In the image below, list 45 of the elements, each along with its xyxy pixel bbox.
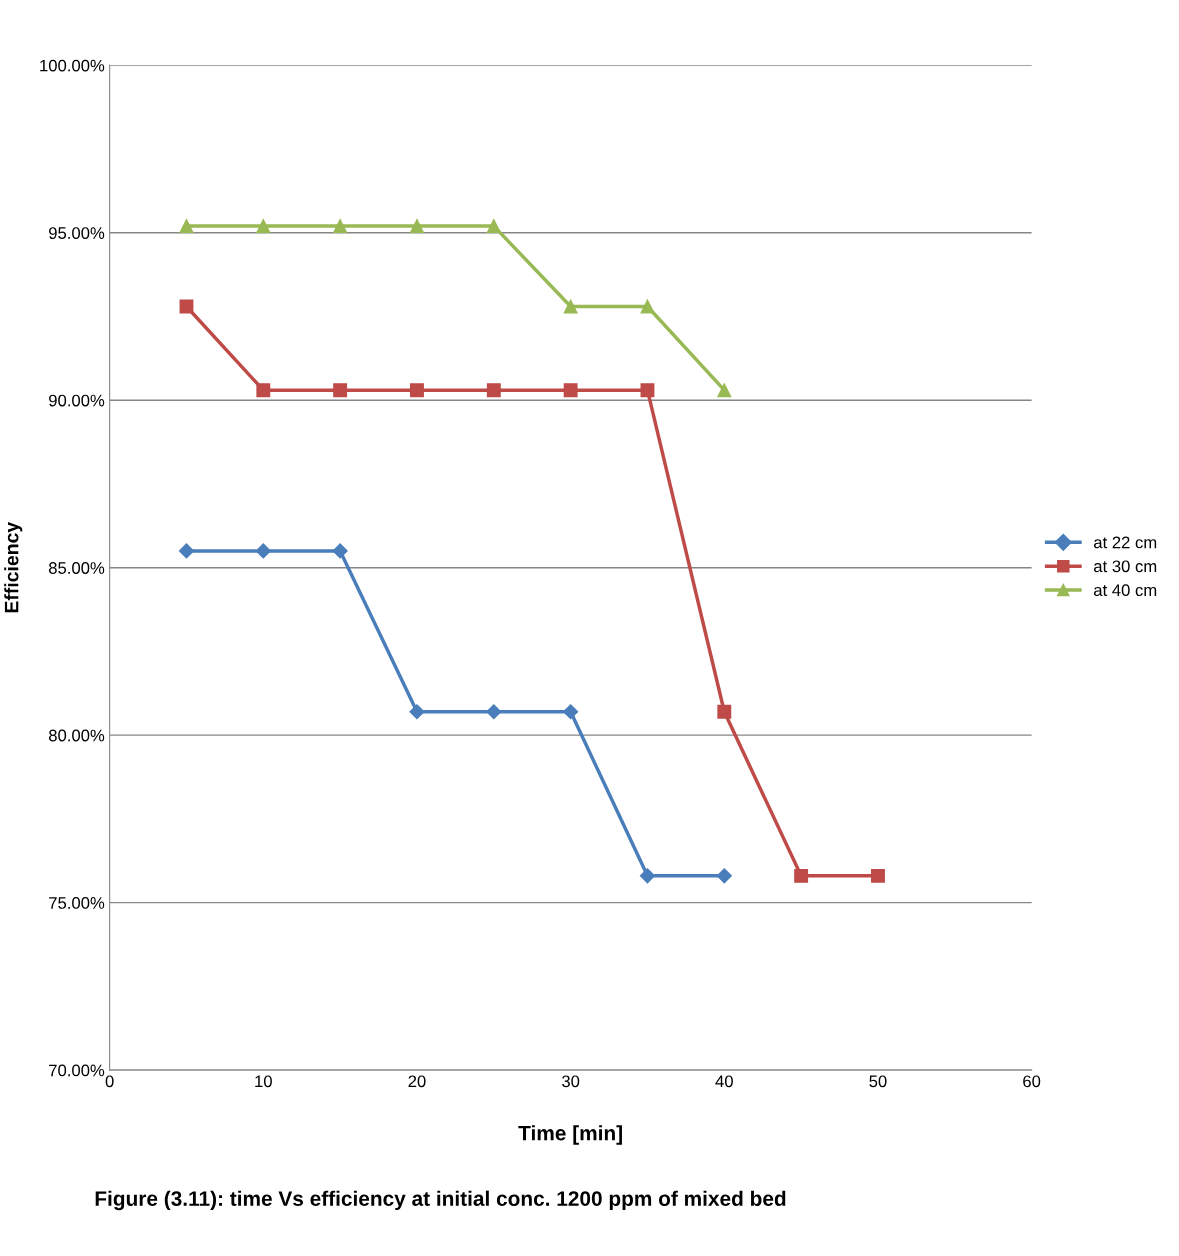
point [716, 868, 732, 884]
point [794, 868, 809, 883]
y-tick-label: 75.00% [49, 897, 105, 909]
point [563, 383, 578, 398]
point [332, 543, 348, 559]
x-tick-label: 0 [105, 1075, 114, 1088]
y-tick-label: 80.00% [48, 729, 105, 742]
x-tick-label: 20 [408, 1075, 426, 1088]
point [178, 543, 195, 559]
y-tick-label: 90.00% [49, 394, 105, 407]
legend-label: at 40 cm [1094, 584, 1157, 597]
point [410, 383, 424, 398]
point [256, 383, 271, 398]
legend-label: at 30 cm [1094, 560, 1157, 573]
point [640, 383, 655, 398]
x-tick-label: 10 [255, 1075, 272, 1088]
point [871, 868, 885, 883]
y-tick-label: 100.00% [40, 59, 105, 72]
x-tick-label: 40 [715, 1075, 733, 1088]
point [717, 383, 732, 398]
x-tick-label: 60 [1023, 1075, 1041, 1088]
point [486, 704, 502, 720]
x-tick-label: 50 [869, 1075, 887, 1088]
point [486, 219, 501, 234]
x-tick-label: 30 [562, 1075, 580, 1088]
point [255, 543, 271, 559]
point [256, 219, 271, 234]
point [179, 219, 194, 234]
y-tick-label: 95.00% [49, 227, 105, 239]
x-axis-title: Time [min] [518, 1125, 622, 1145]
y-tick-label: 85.00% [48, 562, 105, 574]
point [410, 219, 424, 234]
point [717, 704, 732, 719]
text: Figure (3.11): time Vs efficiency at initial conc. 1200 ppm of mixed bed [95, 1190, 786, 1211]
point [333, 219, 348, 234]
point [563, 704, 579, 720]
point [563, 299, 578, 314]
y-axis-title: Efficiency [4, 521, 23, 613]
y-tick-label: 70.00% [49, 1064, 105, 1077]
point [333, 383, 348, 398]
point [639, 868, 656, 884]
point [486, 383, 501, 398]
point [409, 704, 425, 720]
legend-label: at 22 cm [1094, 536, 1157, 549]
point [640, 299, 655, 314]
